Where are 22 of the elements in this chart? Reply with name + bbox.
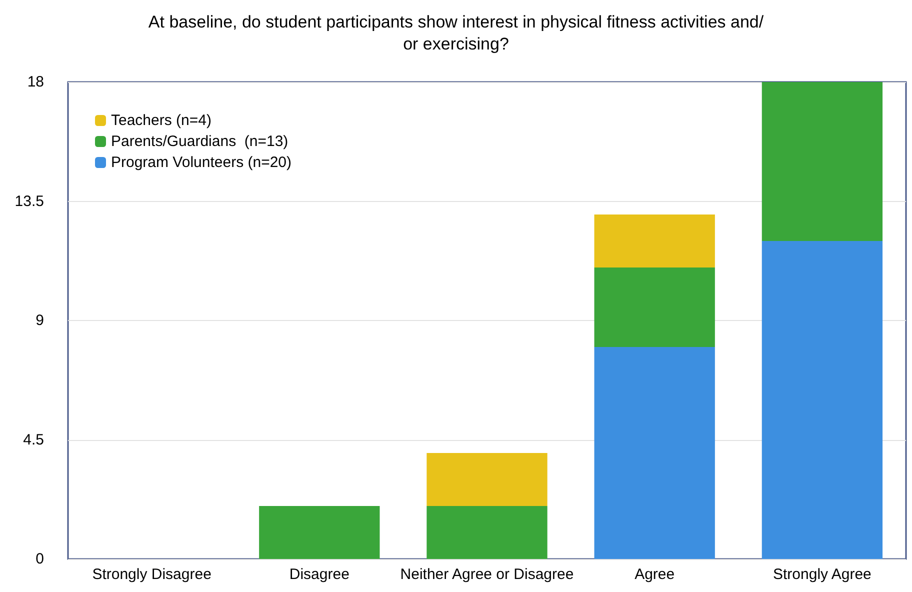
y-tick-label: 18 [27, 74, 44, 90]
chart-title: At baseline, do student participants show interest in physical fitness activities and/ or exercising? [148, 12, 764, 54]
x-tick-label: Agree [634, 566, 675, 583]
legend-label: Teachers (n=4) [111, 112, 212, 129]
bar [426, 453, 548, 506]
y-tick-label: 0 [36, 550, 44, 568]
bar [762, 82, 883, 241]
y-tick-label: 4.5 [23, 431, 44, 448]
bar [259, 506, 380, 559]
legend-label: Program Volunteers (n=20) [111, 154, 292, 171]
x-tick-label: Strongly Agree [772, 566, 872, 583]
x-tick-label: Disagree [289, 566, 350, 583]
y-tick-label: 13.5 [14, 192, 44, 210]
y-tick-label: 9 [36, 312, 44, 329]
bar [762, 241, 883, 559]
bar [594, 268, 715, 347]
x-tick-label: Neither Agree or Disagree [400, 566, 574, 583]
bar [594, 347, 715, 559]
legend-label: Parents/Guardians (n=13) [111, 133, 288, 150]
x-tick-label: Strongly Disagree [92, 566, 212, 583]
bar [594, 214, 715, 268]
bar [426, 506, 548, 559]
